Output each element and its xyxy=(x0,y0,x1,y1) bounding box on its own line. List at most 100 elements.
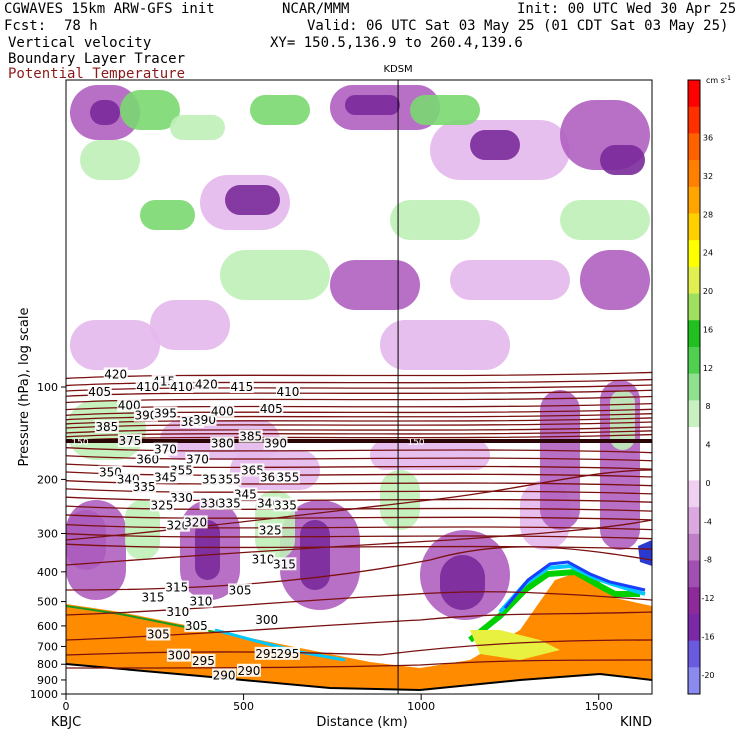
theta-label: 295 xyxy=(277,647,300,661)
velocity-cell xyxy=(580,250,650,310)
theta-label-bg xyxy=(141,590,166,604)
theta-label: 320 xyxy=(166,519,189,533)
y-tick-label: 500 xyxy=(37,596,58,609)
colorbar-swatch xyxy=(688,480,700,508)
theta-label: 335 xyxy=(218,497,241,511)
theta-label-bg xyxy=(166,648,191,662)
theta-label-bg xyxy=(210,436,235,450)
velocity-cell xyxy=(330,260,420,310)
theta-label-bg xyxy=(184,618,209,632)
theta-label-bg xyxy=(273,498,298,512)
colorbar-swatch xyxy=(688,346,700,375)
theta-label-bg xyxy=(194,377,219,391)
theta-label: 300 xyxy=(167,649,190,663)
theta-label-bg xyxy=(153,470,178,484)
theta-label: 315 xyxy=(273,557,296,571)
theta-contour xyxy=(66,384,652,392)
colorbar-label: 28 xyxy=(703,210,713,219)
x-tick-label: 1500 xyxy=(585,700,613,713)
theta-label: 405 xyxy=(260,402,283,416)
theta-label-bg xyxy=(263,436,288,450)
theta-label-bg xyxy=(210,404,235,418)
y-axis-title: Pressure (hPa), log scale xyxy=(17,308,32,467)
center-label: NCAR/MMM xyxy=(282,1,350,17)
theta-label: 410 xyxy=(277,385,300,399)
theta-label: 420 xyxy=(104,367,127,381)
theta-label-bg xyxy=(117,434,142,448)
theta-label-bg xyxy=(240,463,265,477)
theta-label: 295 xyxy=(255,647,278,661)
theta-label: 355 xyxy=(277,470,300,484)
theta-label-bg xyxy=(228,583,253,597)
colorbar-label: 0 xyxy=(705,479,710,488)
x-tick-label: 0 xyxy=(63,700,70,713)
velocity-cell xyxy=(440,555,485,610)
velocity-cell xyxy=(80,140,140,180)
velocity-cell xyxy=(470,130,520,160)
theta-contour xyxy=(66,659,652,669)
forecast-label: Fcst: xyxy=(4,18,47,34)
colorbar-swatch xyxy=(688,453,700,481)
colorbar-label: 12 xyxy=(703,364,713,373)
theta-label: 355 xyxy=(218,472,241,486)
theta-label-bg xyxy=(153,442,178,456)
theta-contour xyxy=(66,546,652,591)
theta-label: 375 xyxy=(118,434,141,448)
theta-label-bg xyxy=(188,594,213,608)
y-tick-label: 400 xyxy=(37,566,58,579)
theta-label: 330 xyxy=(170,491,193,505)
theta-label: 390 xyxy=(264,437,287,451)
theta-label: 290 xyxy=(213,668,236,682)
theta-label: 315 xyxy=(165,581,188,595)
theta-label: 400 xyxy=(211,404,234,418)
velocity-cell xyxy=(250,95,310,125)
velocity-cell xyxy=(220,250,330,300)
field-vertical-velocity: Vertical velocity xyxy=(8,35,152,51)
theta-label: 330 xyxy=(200,497,223,511)
theta-label-bg xyxy=(212,668,237,682)
theta-label-bg xyxy=(275,646,300,660)
theta-contour xyxy=(66,378,652,387)
theta-label: 310 xyxy=(190,595,213,609)
velocity-cell xyxy=(540,390,580,530)
theta-contour xyxy=(66,611,652,641)
theta-contour xyxy=(66,447,652,454)
theta-contour xyxy=(66,514,652,521)
colorbar-swatch xyxy=(688,613,700,642)
x-tick-label: 1000 xyxy=(407,700,435,713)
theta-contour xyxy=(66,469,652,541)
theta-label-bg xyxy=(169,491,194,505)
colorbar-swatch xyxy=(688,587,700,615)
model-title: CGWAVES 15km ARW-GFS init xyxy=(4,1,215,17)
colorbar-label: -16 xyxy=(701,632,714,641)
theta-contour xyxy=(66,426,652,434)
theta-label-bg xyxy=(87,385,112,399)
colorbar-swatch xyxy=(688,667,700,695)
colorbar-swatch xyxy=(688,106,700,134)
velocity-cell xyxy=(410,95,480,125)
tracer-yellow-patch xyxy=(470,630,560,660)
x-axis: 0 500 1000 1500 xyxy=(63,694,613,713)
theta-label: 395 xyxy=(154,407,177,421)
colorbar-label: 16 xyxy=(703,325,713,334)
theta-label: 390 xyxy=(134,409,157,423)
velocity-cell xyxy=(170,115,225,140)
theta-label-bg xyxy=(169,380,194,393)
theta-label-bg xyxy=(94,420,119,434)
field-boundary-layer-tracer: Boundary Layer Tracer xyxy=(8,51,186,67)
velocity-cell xyxy=(120,90,180,130)
y-tick-label: 900 xyxy=(37,674,58,687)
theta-label: 320 xyxy=(184,515,207,529)
colorbar-swatch xyxy=(688,160,700,188)
theta-label-bg xyxy=(135,380,160,393)
theta-contour xyxy=(66,463,652,470)
theta-label-bg xyxy=(133,408,158,422)
theta-label-bg xyxy=(103,367,128,381)
theta-label: 305 xyxy=(229,583,252,597)
velocity-cell xyxy=(370,440,490,470)
theta-label-bg xyxy=(217,472,242,486)
cross-section-xy: XY= 150.5,136.9 to 260.4,139.6 xyxy=(270,35,523,51)
theta-label: 335 xyxy=(133,480,156,494)
